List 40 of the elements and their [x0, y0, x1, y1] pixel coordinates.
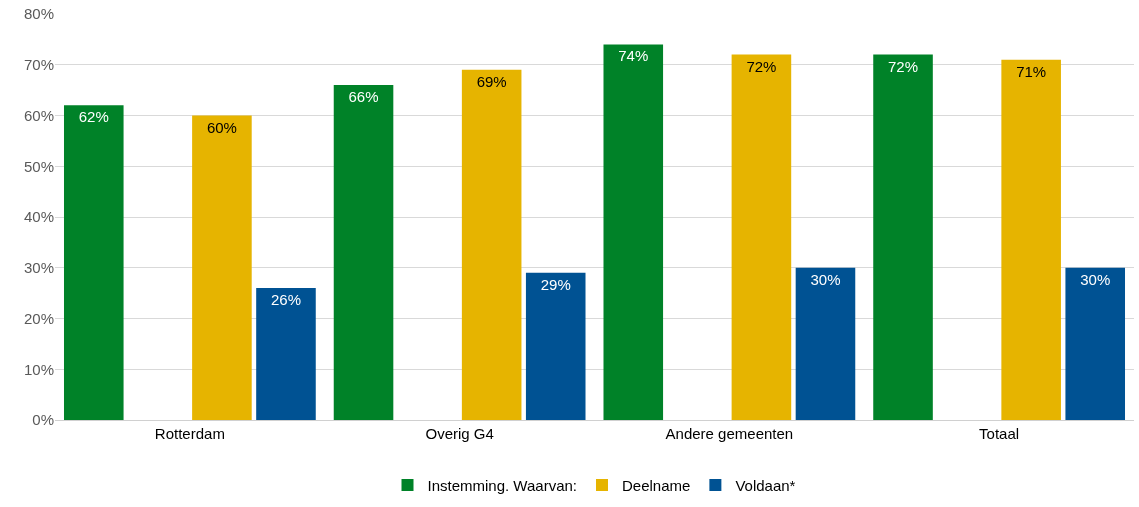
legend-label: Voldaan* — [735, 476, 796, 494]
bar — [731, 54, 792, 420]
x-tick-label: Rotterdam — [154, 425, 225, 442]
data-label: 29% — [540, 275, 571, 293]
data-label: 71% — [1016, 62, 1047, 80]
bar — [1065, 267, 1126, 420]
y-tick-label: 40% — [23, 208, 54, 226]
data-label: 72% — [888, 57, 919, 75]
bar — [63, 105, 124, 420]
bar — [795, 267, 856, 420]
y-tick-label: 20% — [23, 309, 54, 327]
data-label: 62% — [78, 108, 109, 126]
data-label: 60% — [206, 118, 237, 136]
data-label: 74% — [618, 47, 649, 65]
data-label: 30% — [810, 270, 841, 288]
x-tick-label: Overig G4 — [425, 425, 494, 442]
x-tick-label: Totaal — [979, 425, 1020, 442]
legend-label: Instemming. Waarvan: — [427, 476, 577, 494]
data-label: 69% — [476, 72, 507, 90]
y-tick-label: 0% — [32, 411, 54, 429]
bar — [1001, 59, 1061, 420]
y-tick-label: 80% — [23, 5, 54, 23]
y-tick-label: 70% — [23, 56, 54, 73]
bar — [873, 54, 933, 420]
data-label: 66% — [348, 88, 379, 106]
data-label: 30% — [1080, 270, 1111, 288]
legend-label: Deelname — [622, 476, 691, 494]
y-tick-label: 10% — [23, 360, 54, 378]
data-label: 26% — [270, 291, 301, 309]
x-tick-label: Andere gemeenten — [665, 425, 794, 442]
y-tick-label: 30% — [23, 259, 54, 276]
bar — [461, 69, 522, 420]
data-label: 72% — [746, 57, 777, 75]
bar — [525, 272, 586, 420]
y-tick-label: 50% — [23, 157, 54, 175]
y-tick-label: 60% — [23, 106, 54, 124]
bar — [603, 44, 664, 420]
bar — [192, 115, 252, 420]
bar — [333, 85, 394, 420]
bar — [256, 288, 316, 420]
